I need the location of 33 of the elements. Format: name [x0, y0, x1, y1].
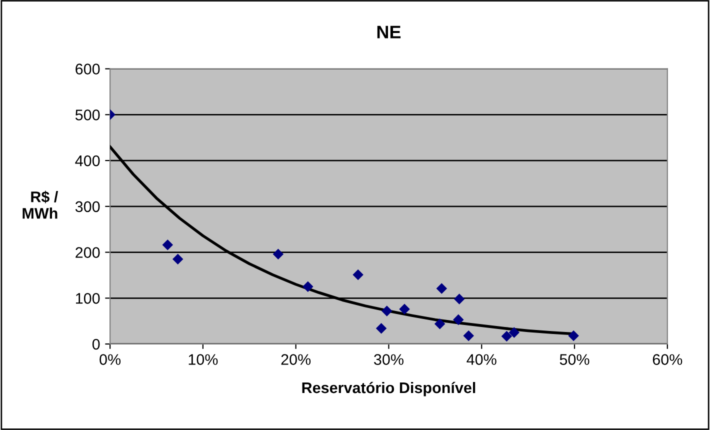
point — [302, 281, 314, 292]
x-axis-title: Reservatório Disponível — [302, 382, 476, 396]
point — [453, 314, 464, 326]
point — [172, 254, 184, 265]
y-tick-label: 0 — [92, 338, 100, 350]
x-tick-label: 60% — [652, 354, 682, 365]
point — [381, 306, 392, 316]
point — [272, 248, 284, 260]
x-tick-label: 40% — [466, 354, 496, 365]
point — [399, 304, 410, 315]
point — [162, 240, 174, 250]
x-tick-label: 10% — [188, 354, 218, 365]
y-tick-label: 200 — [76, 247, 100, 258]
x-tick-label: 20% — [281, 354, 311, 365]
x-tick-label: 30% — [374, 354, 404, 365]
chart-title: NE — [377, 26, 401, 38]
point — [501, 330, 512, 342]
y-axis-title: R$ / MWh — [22, 190, 58, 219]
point — [463, 330, 474, 342]
y-tick-label: 100 — [76, 293, 100, 304]
point — [436, 283, 448, 294]
x-tick-label: 50% — [560, 354, 590, 365]
point — [454, 294, 465, 304]
y-tick-label: 300 — [75, 201, 100, 212]
y-tick-label: 600 — [76, 64, 100, 74]
point — [508, 327, 520, 338]
point — [352, 269, 364, 280]
x-tick-label: 0% — [100, 354, 121, 365]
y-tick-label: 400 — [75, 155, 100, 166]
point — [434, 318, 446, 330]
point — [376, 323, 387, 334]
y-tick-label: 500 — [75, 110, 100, 120]
point — [568, 330, 579, 342]
